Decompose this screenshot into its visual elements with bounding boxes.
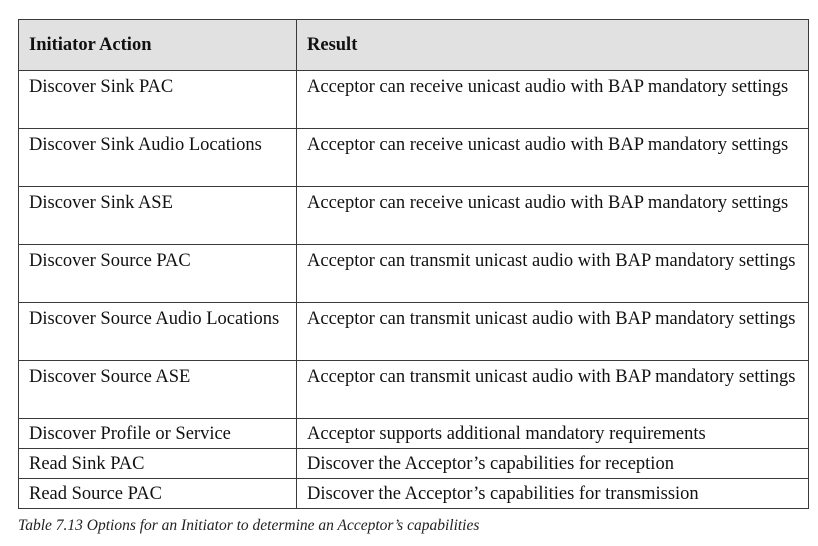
table-header-row: Initiator Action Result bbox=[18, 19, 809, 71]
table-row: Discover Sink Audio Locations Acceptor c… bbox=[18, 128, 809, 187]
table-row: Discover Source ASE Acceptor can transmi… bbox=[18, 360, 809, 419]
action-cell: Discover Sink PAC bbox=[18, 70, 297, 129]
action-cell: Discover Source ASE bbox=[18, 360, 297, 419]
table-row: Discover Source Audio Locations Acceptor… bbox=[18, 302, 809, 361]
result-cell: Acceptor supports additional mandatory r… bbox=[296, 418, 809, 449]
table-row: Discover Profile or Service Acceptor sup… bbox=[18, 418, 809, 449]
action-cell: Read Source PAC bbox=[18, 478, 297, 509]
header-result: Result bbox=[296, 19, 809, 71]
action-cell: Discover Profile or Service bbox=[18, 418, 297, 449]
capabilities-table: Initiator Action Result Discover Sink PA… bbox=[18, 19, 809, 509]
result-cell: Acceptor can transmit unicast audio with… bbox=[296, 244, 809, 303]
result-cell: Acceptor can receive unicast audio with … bbox=[296, 128, 809, 187]
result-cell: Discover the Acceptor’s capabilities for… bbox=[296, 478, 809, 509]
result-cell: Acceptor can transmit unicast audio with… bbox=[296, 360, 809, 419]
result-cell: Acceptor can transmit unicast audio with… bbox=[296, 302, 809, 361]
action-cell: Discover Sink Audio Locations bbox=[18, 128, 297, 187]
table-caption: Table 7.13 Options for an Initiator to d… bbox=[18, 517, 480, 534]
table-row: Discover Sink PAC Acceptor can receive u… bbox=[18, 70, 809, 129]
table-row: Read Source PAC Discover the Acceptor’s … bbox=[18, 478, 809, 509]
action-cell: Discover Sink ASE bbox=[18, 186, 297, 245]
action-cell: Read Sink PAC bbox=[18, 448, 297, 479]
action-cell: Discover Source Audio Locations bbox=[18, 302, 297, 361]
result-cell: Discover the Acceptor’s capabilities for… bbox=[296, 448, 809, 479]
table-row: Read Sink PAC Discover the Acceptor’s ca… bbox=[18, 448, 809, 479]
table-row: Discover Source PAC Acceptor can transmi… bbox=[18, 244, 809, 303]
header-initiator-action: Initiator Action bbox=[18, 19, 297, 71]
result-cell: Acceptor can receive unicast audio with … bbox=[296, 70, 809, 129]
table-row: Discover Sink ASE Acceptor can receive u… bbox=[18, 186, 809, 245]
action-cell: Discover Source PAC bbox=[18, 244, 297, 303]
result-cell: Acceptor can receive unicast audio with … bbox=[296, 186, 809, 245]
